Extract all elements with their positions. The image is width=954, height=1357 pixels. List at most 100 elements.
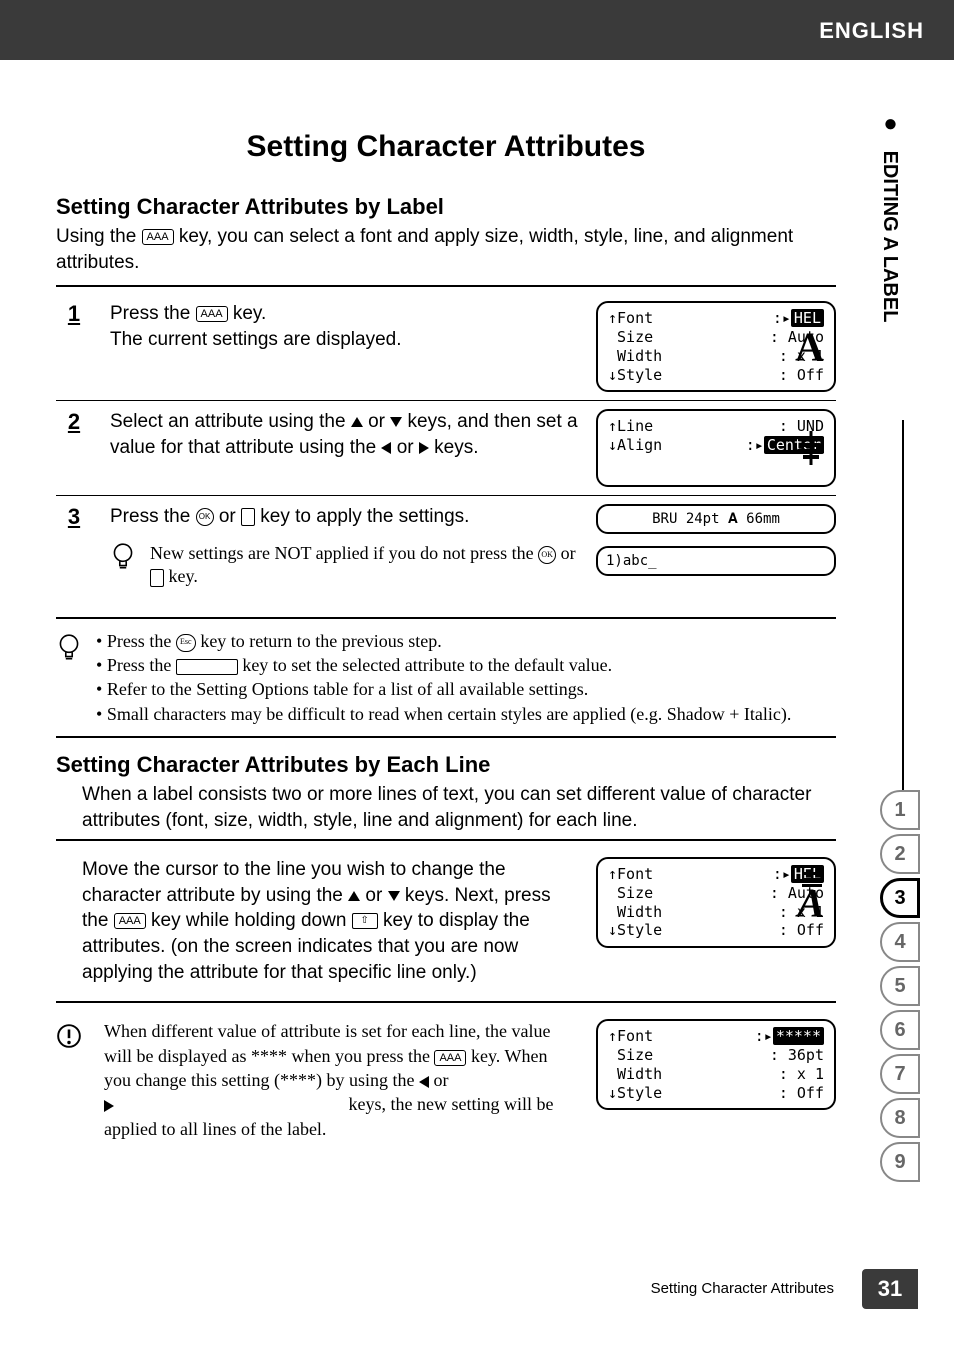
tip-item: Refer to the Setting Options table for a… [96,677,791,701]
lcd-display-1: ↑Font:▸HEL Size: Auto Width: x 1 ↓Style:… [596,301,836,392]
up-arrow-icon [348,891,360,901]
step-1: 1 Press the AAA key. The current setting… [56,293,836,401]
lcdb2-size-val: 36pt [788,1046,824,1064]
step3-t3: key to apply the settings. [260,506,469,527]
ok-key-icon: OK [538,546,556,564]
aaa-key-icon: AAA [114,913,146,929]
by-line-block-1: Move the cursor to the line you wish to … [56,847,836,995]
step-lcd: ↑Font:▸HEL Size: Auto Width: x 1 ↓Style:… [596,301,836,392]
lcd-display-2: ↑Line: UND ↓Align:▸Center [596,409,836,487]
step-body: Select an attribute using the or keys, a… [110,409,578,487]
divider [56,839,836,841]
ok-key-icon: OK [196,508,214,526]
bulb-icon [110,542,140,580]
chapter-tab-6[interactable]: 6 [880,1010,920,1050]
block1-lcd: ↑Font:▸HEL Size: Auto Width: x 1 ↓Style:… [596,857,836,985]
block2-lcd: ↑Font:▸***** Size: 36pt Width: x 1 ↓Styl… [596,1019,836,1140]
by-line-block-2: When different value of attribute is set… [56,1009,836,1150]
step-3: 3 Press the OK or key to apply the setti… [56,496,836,596]
center-align-icon [798,435,824,461]
step-2: 2 Select an attribute using the or keys,… [56,401,836,496]
lcdb2-style-val: Off [797,1084,824,1102]
chapter-tab-3[interactable]: 3 [880,878,920,918]
shift-key-icon: ⇧ [352,913,378,929]
step-body: Press the OK or key to apply the setting… [110,504,578,588]
block1-text: Move the cursor to the line you wish to … [82,857,578,985]
up-arrow-icon [351,417,363,427]
enter-key-icon [241,508,255,526]
step1-t2: key. [233,303,266,324]
side-section-label: ● EDITING A LABEL [876,110,904,322]
right-arrow-icon [419,442,429,454]
step3-note-text: New settings are NOT applied if you do n… [150,542,578,589]
esc-key-icon: Esc [176,634,196,652]
lcd-display-3-top: BRU 24pt 𝐀 66mm [596,504,836,534]
side-bullet-icon: ● [877,110,904,137]
lcd-preview-glyph: A [795,323,824,370]
down-arrow-icon [390,417,402,427]
step-lcd: BRU 24pt 𝐀 66mm 1)abc_ [596,504,836,588]
lcd3-bottom-text: 1)abc_ [606,553,657,569]
divider [56,285,836,287]
tips-list: Press the Esc key to return to the previ… [96,629,791,726]
divider [56,1001,836,1003]
step-number: 3 [56,504,92,588]
chapter-tab-1[interactable]: 1 [880,790,920,830]
page-title: Setting Character Attributes [56,130,836,164]
tip-item: Small characters may be difficult to rea… [96,702,791,726]
step3-t2: or [219,506,241,527]
content-area: Setting Character Attributes Setting Cha… [56,130,836,1151]
dotted-rule: . . . . . . . . . . . . . . . . . . . . … [56,90,846,98]
lcd-display-3-bottom: 1)abc_ [596,546,836,576]
chapter-tabs: 123456789 [880,790,926,1186]
chapter-tab-4[interactable]: 4 [880,922,920,962]
chapter-tab-2[interactable]: 2 [880,834,920,874]
step1-t3: The current settings are displayed. [110,329,402,350]
page: ENGLISH ● EDITING A LABEL . . . . . . . … [0,0,954,1357]
aaa-key-icon: AAA [196,306,228,322]
step-number: 2 [56,409,92,487]
lcd-preview-glyph-italic: A [797,879,824,926]
chapter-tab-7[interactable]: 7 [880,1054,920,1094]
step3-t1: Press the [110,506,196,527]
language-label: ENGLISH [819,18,924,44]
left-arrow-icon [419,1076,429,1088]
section-heading-by-label: Setting Character Attributes by Label [56,194,836,220]
intro-text: Using the AAA key, you can select a font… [56,224,836,275]
chapter-tab-5[interactable]: 5 [880,966,920,1006]
down-arrow-icon [388,891,400,901]
tip-item: Press the key to set the selected attrib… [96,653,791,677]
block2-text: When different value of attribute is set… [104,1019,578,1140]
section-by-line-intro: When a label consists two or more lines … [82,782,836,833]
side-section-text: EDITING A LABEL [879,151,901,323]
step1-t1: Press the [110,303,196,324]
footer-title: Setting Character Attributes [651,1280,834,1297]
aaa-key-icon: AAA [142,229,174,245]
chapter-tab-9[interactable]: 9 [880,1142,920,1182]
lcdb2-width-val: x 1 [797,1065,824,1083]
tips-box: Press the Esc key to return to the previ… [56,617,836,738]
lcd3-top-text: BRU 24pt 𝐀 66mm [652,511,780,527]
section-by-line: Setting Character Attributes by Each Lin… [56,752,836,1151]
right-arrow-icon [104,1100,344,1112]
section-heading-by-line: Setting Character Attributes by Each Lin… [56,752,836,778]
step3-note: New settings are NOT applied if you do n… [110,542,578,589]
left-arrow-icon [381,442,391,454]
step-lcd: ↑Line: UND ↓Align:▸Center [596,409,836,487]
tip-item: Press the Esc key to return to the previ… [96,629,791,653]
lcdb2-font-val: ***** [773,1027,824,1045]
enter-key-icon [150,569,164,587]
bulb-icon [56,629,86,726]
intro-part1: Using the [56,226,142,247]
chapter-tab-8[interactable]: 8 [880,1098,920,1138]
warning-icon [56,1019,86,1140]
page-number: 31 [862,1269,918,1309]
step-body: Press the AAA key. The current settings … [110,301,578,392]
aaa-key-icon: AAA [434,1050,466,1066]
lcd-display-byline-2: ↑Font:▸***** Size: 36pt Width: x 1 ↓Styl… [596,1019,836,1110]
side-divider-line [902,420,904,790]
space-key-icon [176,659,238,675]
step-number: 1 [56,301,92,392]
lcd-display-byline-1: ↑Font:▸HEL Size: Auto Width: x 1 ↓Style:… [596,857,836,948]
top-band: ENGLISH [0,0,954,60]
